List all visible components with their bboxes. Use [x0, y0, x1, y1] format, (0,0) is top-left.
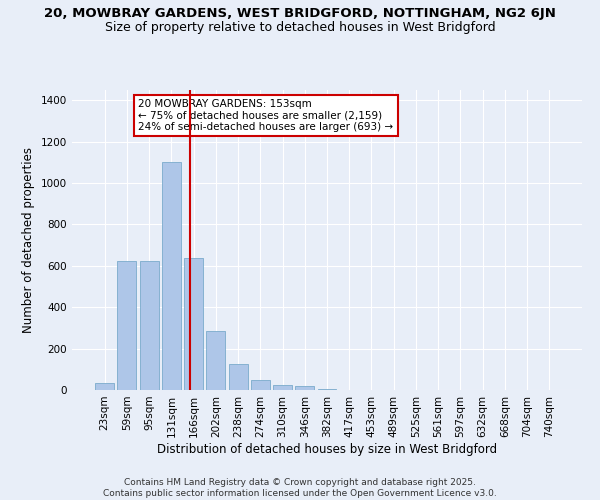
Text: Size of property relative to detached houses in West Bridgford: Size of property relative to detached ho…	[104, 22, 496, 35]
Bar	[251, 380, 270, 390]
Bar	[206, 331, 225, 390]
Bar	[229, 364, 248, 390]
Text: 20, MOWBRAY GARDENS, WEST BRIDGFORD, NOTTINGHAM, NG2 6JN: 20, MOWBRAY GARDENS, WEST BRIDGFORD, NOT…	[44, 8, 556, 20]
Bar	[95, 383, 114, 390]
Bar	[118, 260, 136, 390]
Text: 20 MOWBRAY GARDENS: 153sqm
← 75% of detached houses are smaller (2,159)
24% of s: 20 MOWBRAY GARDENS: 153sqm ← 75% of deta…	[139, 99, 394, 132]
Bar	[162, 162, 181, 390]
Bar	[273, 385, 292, 390]
Bar	[140, 260, 158, 390]
Bar	[317, 389, 337, 390]
X-axis label: Distribution of detached houses by size in West Bridgford: Distribution of detached houses by size …	[157, 442, 497, 456]
Bar	[184, 258, 203, 390]
Text: Contains HM Land Registry data © Crown copyright and database right 2025.
Contai: Contains HM Land Registry data © Crown c…	[103, 478, 497, 498]
Bar	[295, 386, 314, 390]
Y-axis label: Number of detached properties: Number of detached properties	[22, 147, 35, 333]
